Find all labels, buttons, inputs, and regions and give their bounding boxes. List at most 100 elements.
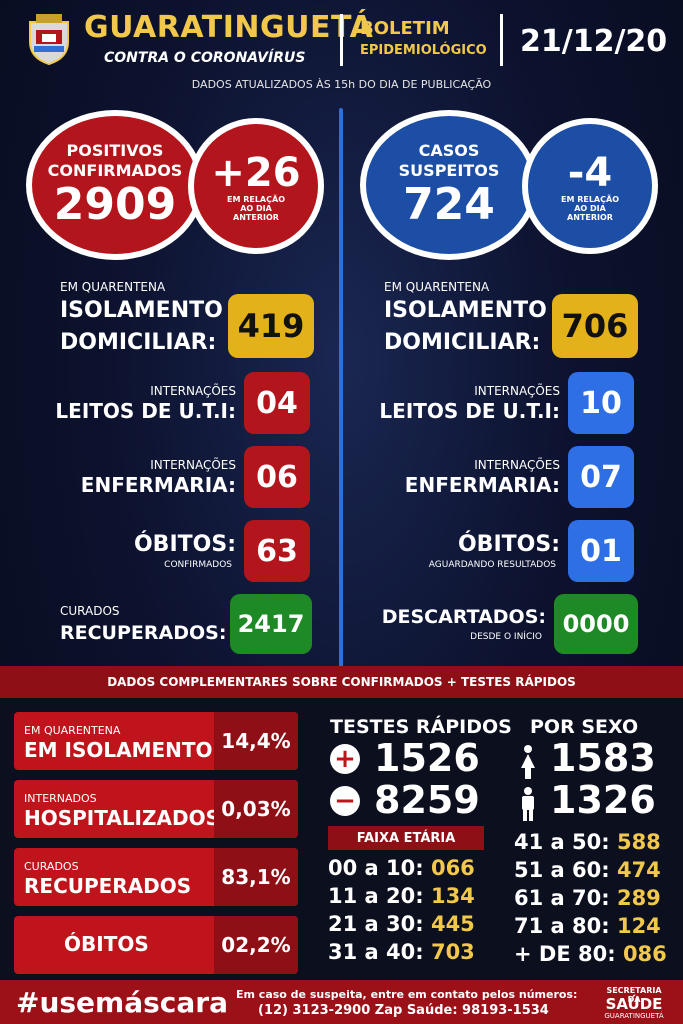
age-row: 71 a 80: 124 [514,914,661,938]
delta-note: AO DIA [574,203,606,213]
age-row: 41 a 50: 588 [514,830,661,854]
age-value: 134 [430,884,475,908]
deaths-sub: CONFIRMADOS [164,560,232,570]
isolation-label-2: DOMICILIAR: [60,330,217,355]
age-range: 71 a 80: [514,914,610,938]
pill-value: 14,4% [214,712,298,770]
pill-value: 83,1% [214,848,298,906]
pill-hospitalized: INTERNADOS HOSPITALIZADOS 0,03% [14,780,298,838]
health-dept-city: GUARATINGUETÁ [604,1012,664,1020]
plus-icon: + [330,744,360,774]
male-icon [522,787,534,821]
suspected-delta-circle: -4 EM RELAÇÃO AO DIA ANTERIOR [522,118,658,254]
health-dept-label: SECRETARIA DA [606,986,662,1004]
age-range: 51 a 60: [514,858,610,882]
pill-label: EM ISOLAMENTO [24,738,213,762]
pill-small-label: EM QUARENTENA [24,724,121,737]
ward-label: ENFERMARIA: [404,473,560,497]
pill-label: HOSPITALIZADOS [24,806,220,830]
isolation-label-1: ISOLAMENTO [60,298,223,323]
age-value: 066 [430,856,475,880]
age-row: 51 a 60: 474 [514,858,661,882]
pill-recovered: CURADOS RECUPERADOS 83,1% [14,848,298,906]
age-range: 21 a 30: [328,912,424,936]
age-row: + DE 80: 086 [514,942,667,966]
pill-deaths: ÓBITOS 02,2% [14,916,298,974]
isolation-label-1: ISOLAMENTO [384,298,547,323]
header-divider [500,14,503,66]
pill-isolation: EM QUARENTENA EM ISOLAMENTO 14,4% [14,712,298,770]
rapid-tests-title: TESTES RÁPIDOS [330,716,512,738]
pill-small-label: INTERNADOS [24,792,97,805]
by-sex-title: POR SEXO [530,716,639,738]
hashtag: #usemáscara [16,986,228,1019]
male-count: 1326 [550,778,656,822]
minus-icon: − [330,786,360,816]
bulletin-date: 21/12/20 [520,24,668,59]
campaign-subtitle: CONTRA O CORONAVÍRUS [104,50,306,66]
age-value: 703 [430,940,475,964]
confirmed-cured-value: 2417 [230,594,312,654]
bulletin-title: BOLETIM [360,18,450,39]
suspected-delta: -4 [567,149,613,196]
female-icon [521,745,535,779]
age-row: 11 a 20: 134 [328,884,475,908]
pill-label: ÓBITOS [64,932,149,956]
confirmed-deaths-value: 63 [244,520,310,582]
age-value: 289 [616,886,661,910]
header-divider [340,14,343,66]
delta-note: AO DIA [240,203,272,213]
isolation-label-2: DOMICILIAR: [384,330,541,355]
pill-label: RECUPERADOS [24,874,192,898]
deaths-label: ÓBITOS: [133,532,236,557]
age-value: 474 [616,858,661,882]
health-dept-logo: SAÚDE [605,995,663,1013]
center-divider [339,108,343,668]
confirmed-delta: +26 [211,149,301,196]
female-count: 1583 [550,736,656,780]
age-range: 31 a 40: [328,940,424,964]
contact-numbers: (12) 3123-2900 Zap Saúde: 98193-1534 [258,1003,549,1018]
ward-small-label: INTERNAÇÕES [474,458,560,472]
city-name: GUARATINGUETÁ [84,10,374,45]
discarded-label: DESCARTADOS: [381,606,546,628]
age-range: + DE 80: [514,942,616,966]
confirmed-label-1: POSITIVOS [66,141,164,160]
icu-small-label: INTERNAÇÕES [474,384,560,398]
deaths-sub: AGUARDANDO RESULTADOS [428,560,556,570]
quarantine-label: EM QUARENTENA [60,280,166,294]
delta-note: ANTERIOR [233,212,279,222]
footer: #usemáscara Em caso de suspeita, entre e… [0,980,683,1024]
age-range: 11 a 20: [328,884,424,908]
cured-small-label: CURADOS [60,604,120,618]
cured-label: RECUPERADOS: [60,622,227,644]
age-row: 31 a 40: 703 [328,940,475,964]
city-crest-icon [29,14,69,66]
confirmed-isolation-value: 419 [228,294,314,358]
confirmed-icu-value: 04 [244,372,310,434]
confirmed-ward-value: 06 [244,446,310,508]
complementary-band: DADOS COMPLEMENTARES SOBRE CONFIRMADOS +… [0,666,683,698]
positive-tests: 1526 [374,736,480,780]
age-range: 00 a 10: [328,856,424,880]
discarded-value: 0000 [554,594,638,654]
suspected-circle: CASOS SUSPEITOS 724 [360,110,538,260]
contact-note: Em caso de suspeita, entre em contato pe… [236,988,578,1001]
discarded-sub: DESDE O INÍCIO [470,632,542,642]
icu-label: LEITOS DE U.T.I: [55,399,236,423]
ward-label: ENFERMARIA: [80,473,236,497]
header: GUARATINGUETÁ CONTRA O CORONAVÍRUS BOLET… [0,0,683,96]
deaths-label: ÓBITOS: [457,532,560,557]
suspected-isolation-value: 706 [552,294,638,358]
update-note: DADOS ATUALIZADOS ÀS 15h DO DIA DE PUBLI… [191,78,492,91]
suspected-label-1: CASOS [418,141,480,160]
confirmed-label-2: CONFIRMADOS [47,161,183,180]
age-value: 086 [622,942,667,966]
age-row: 00 a 10: 066 [328,856,475,880]
negative-tests: 8259 [374,778,480,822]
icu-small-label: INTERNAÇÕES [150,384,236,398]
pill-value: 0,03% [214,780,298,838]
age-value: 588 [616,830,661,854]
suspected-icu-value: 10 [568,372,634,434]
age-row: 21 a 30: 445 [328,912,475,936]
